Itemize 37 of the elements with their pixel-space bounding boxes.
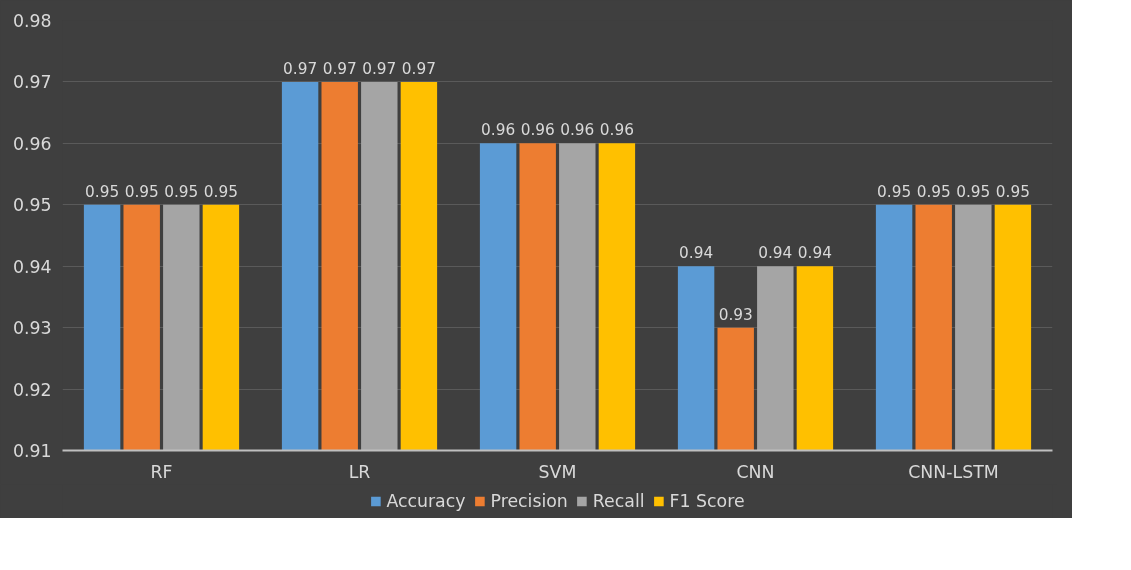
legend-label: Accuracy [386,491,466,511]
x-tick-label: CNN [736,461,775,482]
data-label: 0.94 [797,244,832,263]
y-tick-label: 0.98 [12,11,52,31]
data-label: 0.95 [916,182,951,201]
y-tick-label: 0.93 [12,318,52,339]
x-tick-label: SVM [538,461,577,482]
data-label: 0.93 [718,305,753,324]
data-label: 0.95 [85,182,120,201]
data-label: 0.97 [283,59,318,78]
data-label: 0.95 [164,182,199,201]
y-tick-label: 0.95 [12,195,52,216]
legend-label: F1 Score [669,491,745,511]
y-tick-label: 0.92 [12,379,52,400]
data-label: 0.95 [956,182,991,201]
x-tick-label: RF [150,461,173,482]
y-tick-label: 0.97 [12,72,52,93]
y-tick-label: 0.96 [12,133,52,154]
data-label: 0.94 [758,244,793,263]
y-tick-label: 0.91 [12,441,52,461]
data-label: 0.96 [560,121,595,140]
data-label: 0.95 [203,182,238,201]
y-tick-label: 0.94 [12,256,52,277]
data-label: 0.97 [322,59,357,78]
data-label: 0.95 [995,182,1030,201]
data-label: 0.96 [481,121,516,140]
legend-label: Recall [592,491,645,511]
data-label: 0.95 [877,182,912,201]
data-label: 0.97 [362,59,397,78]
data-label: 0.97 [401,59,436,78]
data-label: 0.96 [520,121,555,140]
data-label: 0.94 [679,244,714,263]
x-tick-label: LR [348,461,371,482]
data-label: 0.95 [124,182,159,201]
legend-label: Precision [490,491,568,511]
data-label: 0.96 [599,121,634,140]
x-tick-label: CNN-LSTM [908,461,999,482]
